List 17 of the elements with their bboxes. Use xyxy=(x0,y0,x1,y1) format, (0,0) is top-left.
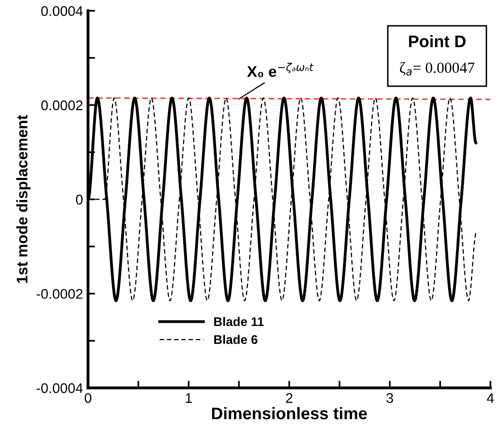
y-tick-label: 0.0004 xyxy=(41,6,83,16)
annotation: ζ$_{a}$= 0.00047 xyxy=(400,62,474,76)
x-tick-label: 1 xyxy=(186,393,192,403)
annotation: X₀ e$^{−ζₐωₙt}$ xyxy=(247,62,314,78)
y-tick-label: -0.0002 xyxy=(36,288,82,299)
x-tick-label: 3 xyxy=(386,393,394,403)
annotation: Point D xyxy=(409,35,466,48)
x-tick-label: 0 xyxy=(84,393,92,403)
legend-label: Blade 6 xyxy=(214,334,258,344)
x-axis-title: Dimensionless time xyxy=(212,407,367,420)
y-tick-label: 0.0002 xyxy=(41,100,82,110)
y-tick-label: 0 xyxy=(76,194,83,205)
y-axis-title: 1st mode displacement xyxy=(16,115,31,283)
x-tick-label: 4 xyxy=(486,393,494,403)
y-tick-label: -0.0004 xyxy=(36,383,83,394)
x-tick-label: 2 xyxy=(286,393,292,403)
legend-label: Blade 11 xyxy=(214,316,264,326)
